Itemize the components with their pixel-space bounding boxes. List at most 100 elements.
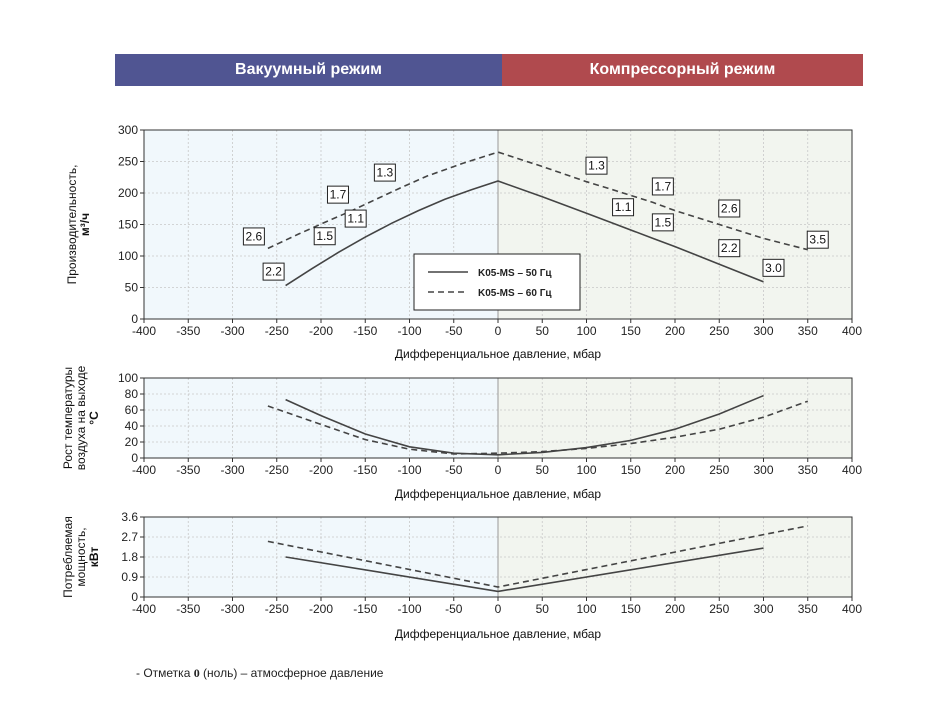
footnote-suffix: (ноль) – атмосферное давление [199, 666, 384, 680]
series-line-50hz [285, 394, 764, 456]
compressor-mode-banner: Компрессорный режим [502, 54, 863, 86]
x-tick-label: 200 [665, 602, 685, 616]
point-label: 3.5 [809, 233, 826, 247]
x-tick-label: -250 [265, 324, 289, 338]
y-tick-label: 40 [125, 419, 139, 433]
chart-flow: -400 -350 -300 -250 -200 -150 -100 -50 0 50 100 150… [65, 123, 862, 361]
series-line-60hz [267, 400, 809, 455]
y-axis-label-line: воздуха на выходе [74, 365, 88, 470]
x-tick-label: -200 [309, 463, 333, 477]
x-tick-label: 100 [576, 602, 596, 616]
x-tick-label: -250 [265, 463, 289, 477]
x-tick-label: 50 [536, 602, 550, 616]
x-tick-label: 150 [621, 602, 641, 616]
x-tick-label: 400 [842, 324, 862, 338]
x-tick-label: -400 [132, 324, 156, 338]
y-tick-label: 0.9 [121, 570, 138, 584]
y-tick-label: 100 [118, 371, 138, 385]
point-label: 2.2 [265, 265, 282, 279]
y-tick-label: 20 [125, 435, 139, 449]
x-axis-label: Дифференциальное давление, мбар [395, 487, 602, 501]
point-label: 1.1 [615, 200, 632, 214]
x-tick-label: 150 [621, 324, 641, 338]
point-label: 2.6 [721, 202, 738, 216]
y-axis-label-line: °С [87, 411, 101, 425]
point-label-box [806, 230, 829, 249]
point-label-box [762, 258, 785, 277]
x-tick-label: -400 [132, 463, 156, 477]
y-tick-label: 60 [125, 403, 139, 417]
y-axis-label-line: кВт [87, 547, 101, 568]
x-tick-label: 300 [753, 602, 773, 616]
x-tick-label: 350 [798, 324, 818, 338]
y-axis-label: Потребляемаямощность,кВт [61, 516, 101, 598]
x-tick-label: 0 [495, 602, 502, 616]
point-label-box [718, 239, 741, 258]
x-tick-label: -100 [397, 463, 421, 477]
y-tick-label: 0 [131, 312, 138, 326]
point-label-box [326, 185, 349, 204]
point-label: 1.1 [347, 212, 364, 226]
y-tick-label: 300 [118, 123, 138, 137]
point-label-box [262, 262, 285, 281]
chart-temp: -400 -350 -300 -250 -200 -150 -100 -50 0 50 100 150… [61, 365, 862, 501]
x-tick-label: -350 [176, 602, 200, 616]
x-tick-label: -200 [309, 324, 333, 338]
y-axis-label-line: м³/ч [78, 213, 92, 236]
x-tick-label: -150 [353, 602, 377, 616]
point-label: 1.3 [377, 166, 394, 180]
x-tick-label: 200 [665, 324, 685, 338]
x-tick-label: 300 [753, 463, 773, 477]
vacuum-mode-banner: Вакуумный режим [115, 54, 502, 86]
y-tick-label: 0 [131, 590, 138, 604]
point-label-box [612, 198, 635, 217]
y-axis-label: Рост температурывоздуха на выходе°С [61, 365, 101, 470]
x-tick-label: 100 [576, 463, 596, 477]
chart-power: -400 -350 -300 -250 -200 -150 -100 -50 0 50 100 150… [61, 510, 862, 641]
footnote-zero: 0 [193, 666, 200, 680]
x-tick-label: -300 [220, 602, 244, 616]
x-tick-label: 0 [495, 463, 502, 477]
x-tick-label: 350 [798, 463, 818, 477]
y-tick-label: 100 [118, 249, 138, 263]
x-tick-label: -150 [353, 463, 377, 477]
x-tick-label: -250 [265, 602, 289, 616]
point-label-box [313, 227, 336, 246]
x-tick-label: -300 [220, 324, 244, 338]
point-label: 1.5 [316, 229, 333, 243]
x-axis-label: Дифференциальное давление, мбар [395, 627, 602, 641]
y-tick-label: 1.8 [121, 550, 138, 564]
legend-box [413, 253, 581, 311]
x-tick-label: 50 [536, 463, 550, 477]
y-axis-label-line: Производительность, [65, 165, 79, 285]
y-tick-label: 200 [118, 186, 138, 200]
x-axis-label: Дифференциальное давление, мбар [395, 347, 602, 361]
x-tick-label: 400 [842, 463, 862, 477]
point-label-box [344, 209, 367, 228]
series-line-50hz [285, 180, 764, 287]
x-tick-label: -400 [132, 602, 156, 616]
series-line-50hz [285, 547, 764, 593]
x-tick-label: 250 [709, 324, 729, 338]
legend-label: K05-MS – 60 Гц [478, 288, 552, 299]
y-axis-label-line: Рост температуры [61, 367, 75, 469]
x-tick-label: 50 [536, 324, 550, 338]
point-label: 2.2 [721, 241, 738, 255]
point-label: 1.7 [330, 188, 347, 202]
x-tick-label: 300 [753, 324, 773, 338]
y-tick-label: 80 [125, 387, 139, 401]
point-label-box [585, 156, 608, 175]
x-tick-label: 150 [621, 463, 641, 477]
x-tick-label: -50 [445, 324, 463, 338]
x-tick-label: -150 [353, 324, 377, 338]
y-tick-label: 2.7 [121, 530, 138, 544]
x-tick-label: -350 [176, 463, 200, 477]
point-label-box [373, 163, 396, 182]
point-label-box [651, 177, 674, 196]
y-tick-label: 250 [118, 155, 138, 169]
point-label: 1.5 [655, 215, 672, 229]
x-tick-label: 250 [709, 602, 729, 616]
y-axis-label-line: мощность, [74, 527, 88, 586]
point-label: 1.7 [655, 179, 672, 193]
